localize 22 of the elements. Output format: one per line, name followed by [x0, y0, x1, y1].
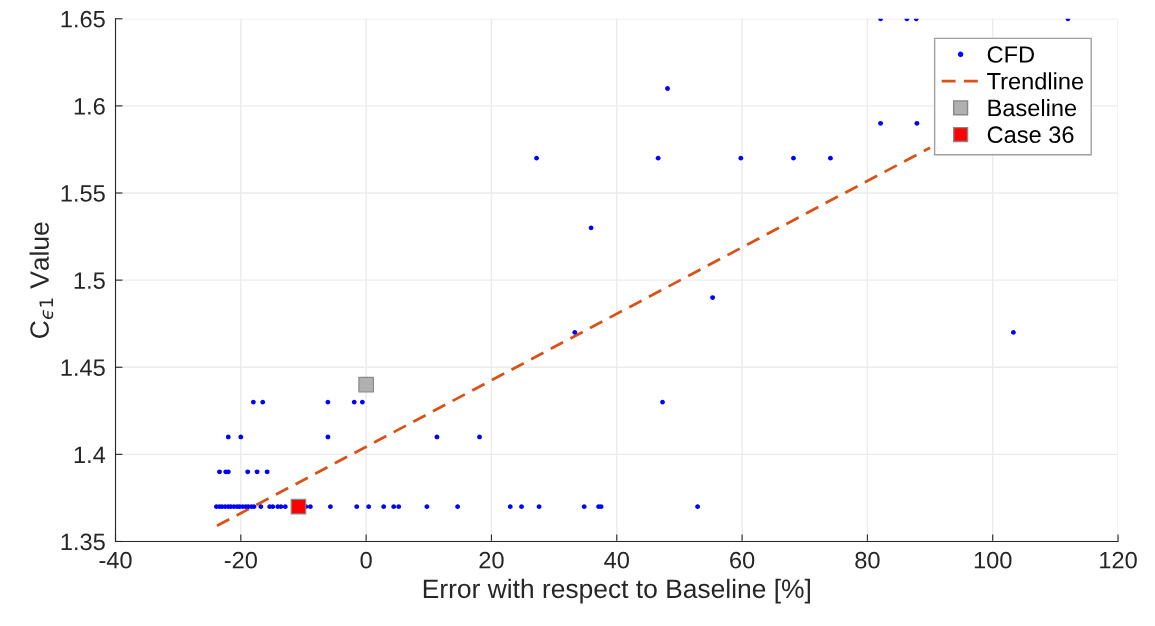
x-tick-label: 80	[855, 551, 880, 569]
x-tick-label: 20	[479, 551, 504, 569]
y-tick-label: 1.45	[61, 359, 105, 377]
y-tick-label: 1.4	[74, 446, 106, 463]
x-tick-label: 120	[1100, 551, 1137, 569]
y-tick-label: 1.55	[61, 185, 105, 202]
x-tick-label: 40	[604, 551, 629, 569]
y-tick-label: 1.65	[61, 10, 105, 28]
legend-label: Case 36	[987, 126, 1074, 144]
y-axis-title: C$_{ϵ1}$ Value	[29, 222, 54, 338]
legend-label: CFD	[987, 46, 1034, 63]
x-tick-label: 0	[360, 551, 372, 569]
y-tick-label: 1.6	[74, 97, 105, 115]
y-tick-label: 1.35	[61, 533, 105, 551]
x-tick-label: -40	[99, 551, 132, 569]
x-tick-label: 60	[730, 551, 755, 569]
x-axis-title: Error with respect to Baseline [%]	[423, 578, 810, 604]
y-tick-label: 1.5	[74, 272, 105, 289]
x-tick-label: -20	[224, 551, 257, 569]
legend-label: Baseline	[988, 98, 1077, 117]
legend-label: Trendline	[987, 72, 1084, 90]
x-tick-label: 100	[974, 551, 1012, 569]
